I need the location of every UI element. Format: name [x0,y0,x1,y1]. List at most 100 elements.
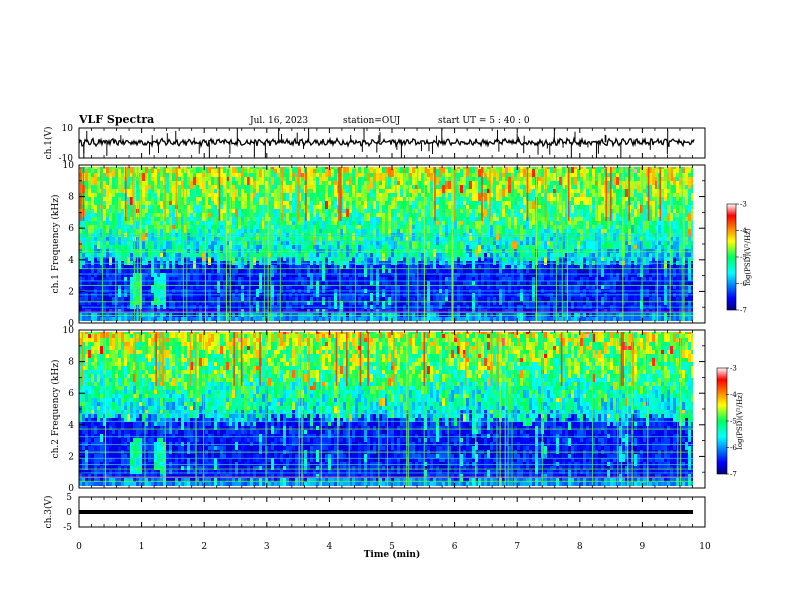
spectrogram-cell [193,201,196,209]
spectrogram-cell [445,241,448,245]
spectrogram-cell [487,269,490,273]
spectrogram-cell [250,185,253,193]
spectrogram-cell [292,269,295,277]
spectrogram-cell [331,297,334,301]
spectrogram-cell [94,221,97,225]
spectrogram-cell [241,217,244,221]
spectrogram-cell [238,201,241,209]
spectrogram-cell [472,249,475,253]
spectrogram-cell [142,225,145,229]
spectrogram-cell [235,317,238,321]
spectrogram-cell [331,261,334,269]
spectrogram-cell [154,169,157,173]
spectrogram-cell [319,201,322,209]
spectrogram-cell [343,313,346,317]
spectrogram-cell [601,313,604,321]
spectrogram-cell [391,241,394,249]
spectrogram-cell [514,217,517,225]
spectrogram-cell [160,253,163,257]
spectrogram-cell [289,277,292,281]
spectrogram-cell [586,269,589,277]
spectrogram-cell [610,253,613,261]
spectrogram-cell [457,205,460,209]
spectrogram-cell [289,233,292,237]
spectrogram-cell [370,197,373,205]
spectrogram-cell [277,253,280,257]
spectrogram-cell [244,253,247,257]
spectrogram-cell [217,237,220,241]
spectrogram-cell [190,197,193,201]
spectrogram-cell [607,201,610,209]
spectrogram-cell [628,297,631,305]
spectrogram-cell [253,217,256,221]
spectrogram-cell [265,181,268,189]
spectrogram-cell [553,197,556,201]
spectrogram-cell [319,193,322,197]
spectrogram-cell [511,201,514,209]
spectrogram-cell [346,217,349,221]
spectrogram-cell [157,169,160,173]
spectrogram-cell [607,281,610,285]
spectrogram-cell [580,189,583,193]
spectrogram-cell [97,253,100,257]
spectrogram-cell [310,177,313,181]
spectrogram-cell [127,193,130,197]
spectrogram-cell [223,293,226,301]
spectrogram-cell [196,233,199,241]
spectrogram-cell [427,177,430,185]
spectrogram-cell [469,281,472,285]
spectrogram-cell [253,221,256,225]
spectrogram-cell [496,185,499,193]
spectrogram-cell [352,313,355,321]
spectrogram-cell [253,181,256,189]
spectrogram-cell [409,233,412,237]
spectrogram-cell [121,253,124,261]
spectrogram-cell [178,285,181,293]
spectrogram-cell [466,201,469,205]
spectrogram-cell [571,193,574,197]
spectrogram-cell [412,189,415,193]
spectrogram-cell [601,269,604,277]
spectrogram-cell [388,233,391,237]
spectrogram-cell [577,285,580,293]
spectrogram-cell [478,269,481,273]
spectrogram-cell [157,253,160,257]
spectrogram-cell [574,277,577,281]
spectrogram-cell [520,181,523,185]
spectrogram-cell [259,209,262,213]
spectrogram-cell [466,189,469,197]
spectrogram-cell [550,225,553,229]
spectrogram-cell [481,233,484,237]
spectrogram-cell [592,209,595,213]
spectrogram-cell [475,269,478,273]
spectrogram-cell [313,301,316,309]
spectrogram-cell [478,221,481,229]
spectrogram-cell [187,289,190,297]
spectrogram-cell [151,205,154,213]
spectrogram-cell [412,173,415,181]
spectrogram-cell [460,233,463,237]
spectrogram-cell [367,221,370,229]
spectrogram-cell [283,221,286,225]
spectrogram-cell [307,221,310,229]
spectrogram-cell [145,245,148,249]
spectrogram-cell [106,189,109,197]
spectrogram-cell [346,181,349,185]
spectrogram-cell [613,229,616,233]
spectrogram-cell [91,313,94,321]
spectrogram-cell [400,185,403,189]
spectrogram-cell [397,285,400,293]
spectrogram-cell [472,177,475,181]
spectrogram-cell [325,221,328,225]
spectrogram-cell [538,189,541,193]
spectrogram-cell [433,269,436,273]
spectrogram-cell [196,313,199,317]
spectrogram-cell [334,249,337,257]
spectrogram-cell [151,233,154,241]
spectrogram-cell [457,173,460,181]
spectrogram-cell [361,169,364,173]
spectrogram-cell [448,181,451,189]
spectrogram-cell [313,205,316,213]
spectrogram-cell [259,241,262,245]
spectrogram-cell [445,181,448,189]
